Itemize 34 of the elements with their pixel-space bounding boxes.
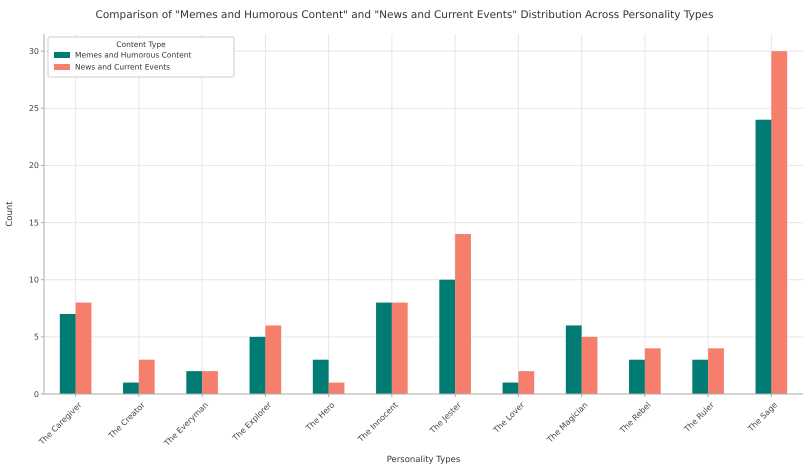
y-tick-label: 20 xyxy=(28,161,39,170)
bar xyxy=(629,360,645,394)
bar xyxy=(771,51,788,394)
bar xyxy=(186,371,202,394)
bar xyxy=(566,325,582,394)
y-tick-label: 15 xyxy=(28,218,39,228)
x-axis-title: Personality Types xyxy=(386,455,461,465)
bar xyxy=(502,382,518,394)
bar xyxy=(202,371,218,394)
bar xyxy=(265,325,282,394)
bar xyxy=(312,360,329,394)
bar xyxy=(644,348,661,394)
bar xyxy=(582,336,598,394)
chart-title: Comparison of "Memes and Humorous Content" and "News and Current Events" Distribution Across Personality Types xyxy=(96,9,714,21)
bar xyxy=(756,120,772,394)
y-tick-label: 10 xyxy=(28,276,39,285)
bar xyxy=(138,360,155,394)
bar xyxy=(376,302,392,394)
bar xyxy=(439,280,456,394)
y-tick-label: 0 xyxy=(34,390,39,399)
y-tick-label: 5 xyxy=(34,332,39,342)
y-axis-title: Count xyxy=(5,200,15,227)
bar xyxy=(250,336,266,394)
bar xyxy=(455,234,471,394)
bar xyxy=(60,314,76,394)
bar xyxy=(518,371,534,394)
bar xyxy=(123,382,139,394)
y-tick-label: 25 xyxy=(28,104,39,114)
bar xyxy=(692,360,708,394)
bar xyxy=(708,348,724,394)
y-tick-label: 30 xyxy=(28,46,39,56)
bar xyxy=(76,302,92,394)
bar xyxy=(328,382,344,394)
bar xyxy=(392,302,408,394)
